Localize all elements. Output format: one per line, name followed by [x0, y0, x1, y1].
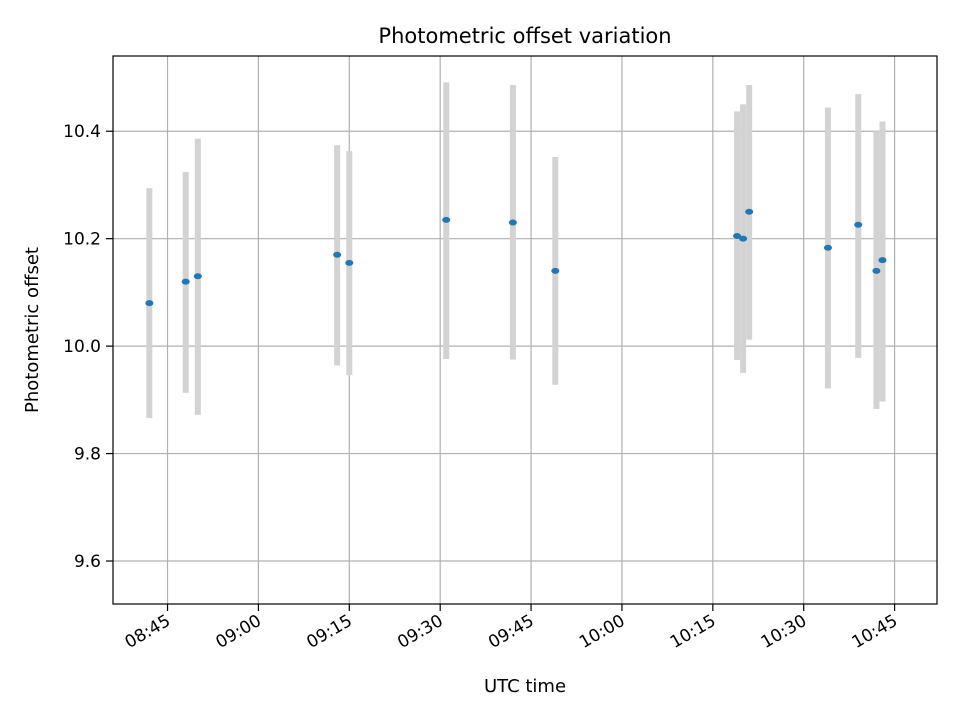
chart-title: Photometric offset variation: [378, 24, 671, 48]
data-point: [739, 235, 748, 242]
y-axis-label: Photometric offset: [22, 247, 43, 413]
plot-frame: [112, 55, 938, 605]
data-point: [551, 267, 560, 274]
y-tick-label: 10.2: [63, 230, 101, 250]
data-point: [442, 216, 451, 223]
data-point: [333, 251, 342, 258]
x-axis-label: UTC time: [484, 676, 566, 697]
data-point: [872, 267, 881, 274]
y-tick-label: 10.4: [63, 122, 101, 142]
data-point: [823, 244, 832, 251]
data-point: [145, 300, 154, 307]
data-point: [878, 257, 887, 264]
data-point: [181, 278, 190, 285]
y-tick-label: 9.8: [74, 445, 101, 465]
data-points: [145, 208, 887, 307]
data-point: [508, 219, 517, 226]
data-point: [345, 259, 354, 266]
data-point: [854, 221, 863, 228]
data-point: [193, 273, 202, 280]
data-point: [745, 208, 754, 215]
plot-area: [113, 56, 937, 604]
y-tick-label: 10.0: [63, 337, 101, 357]
data-point: [733, 232, 742, 239]
y-tick-label: 9.6: [74, 552, 101, 572]
